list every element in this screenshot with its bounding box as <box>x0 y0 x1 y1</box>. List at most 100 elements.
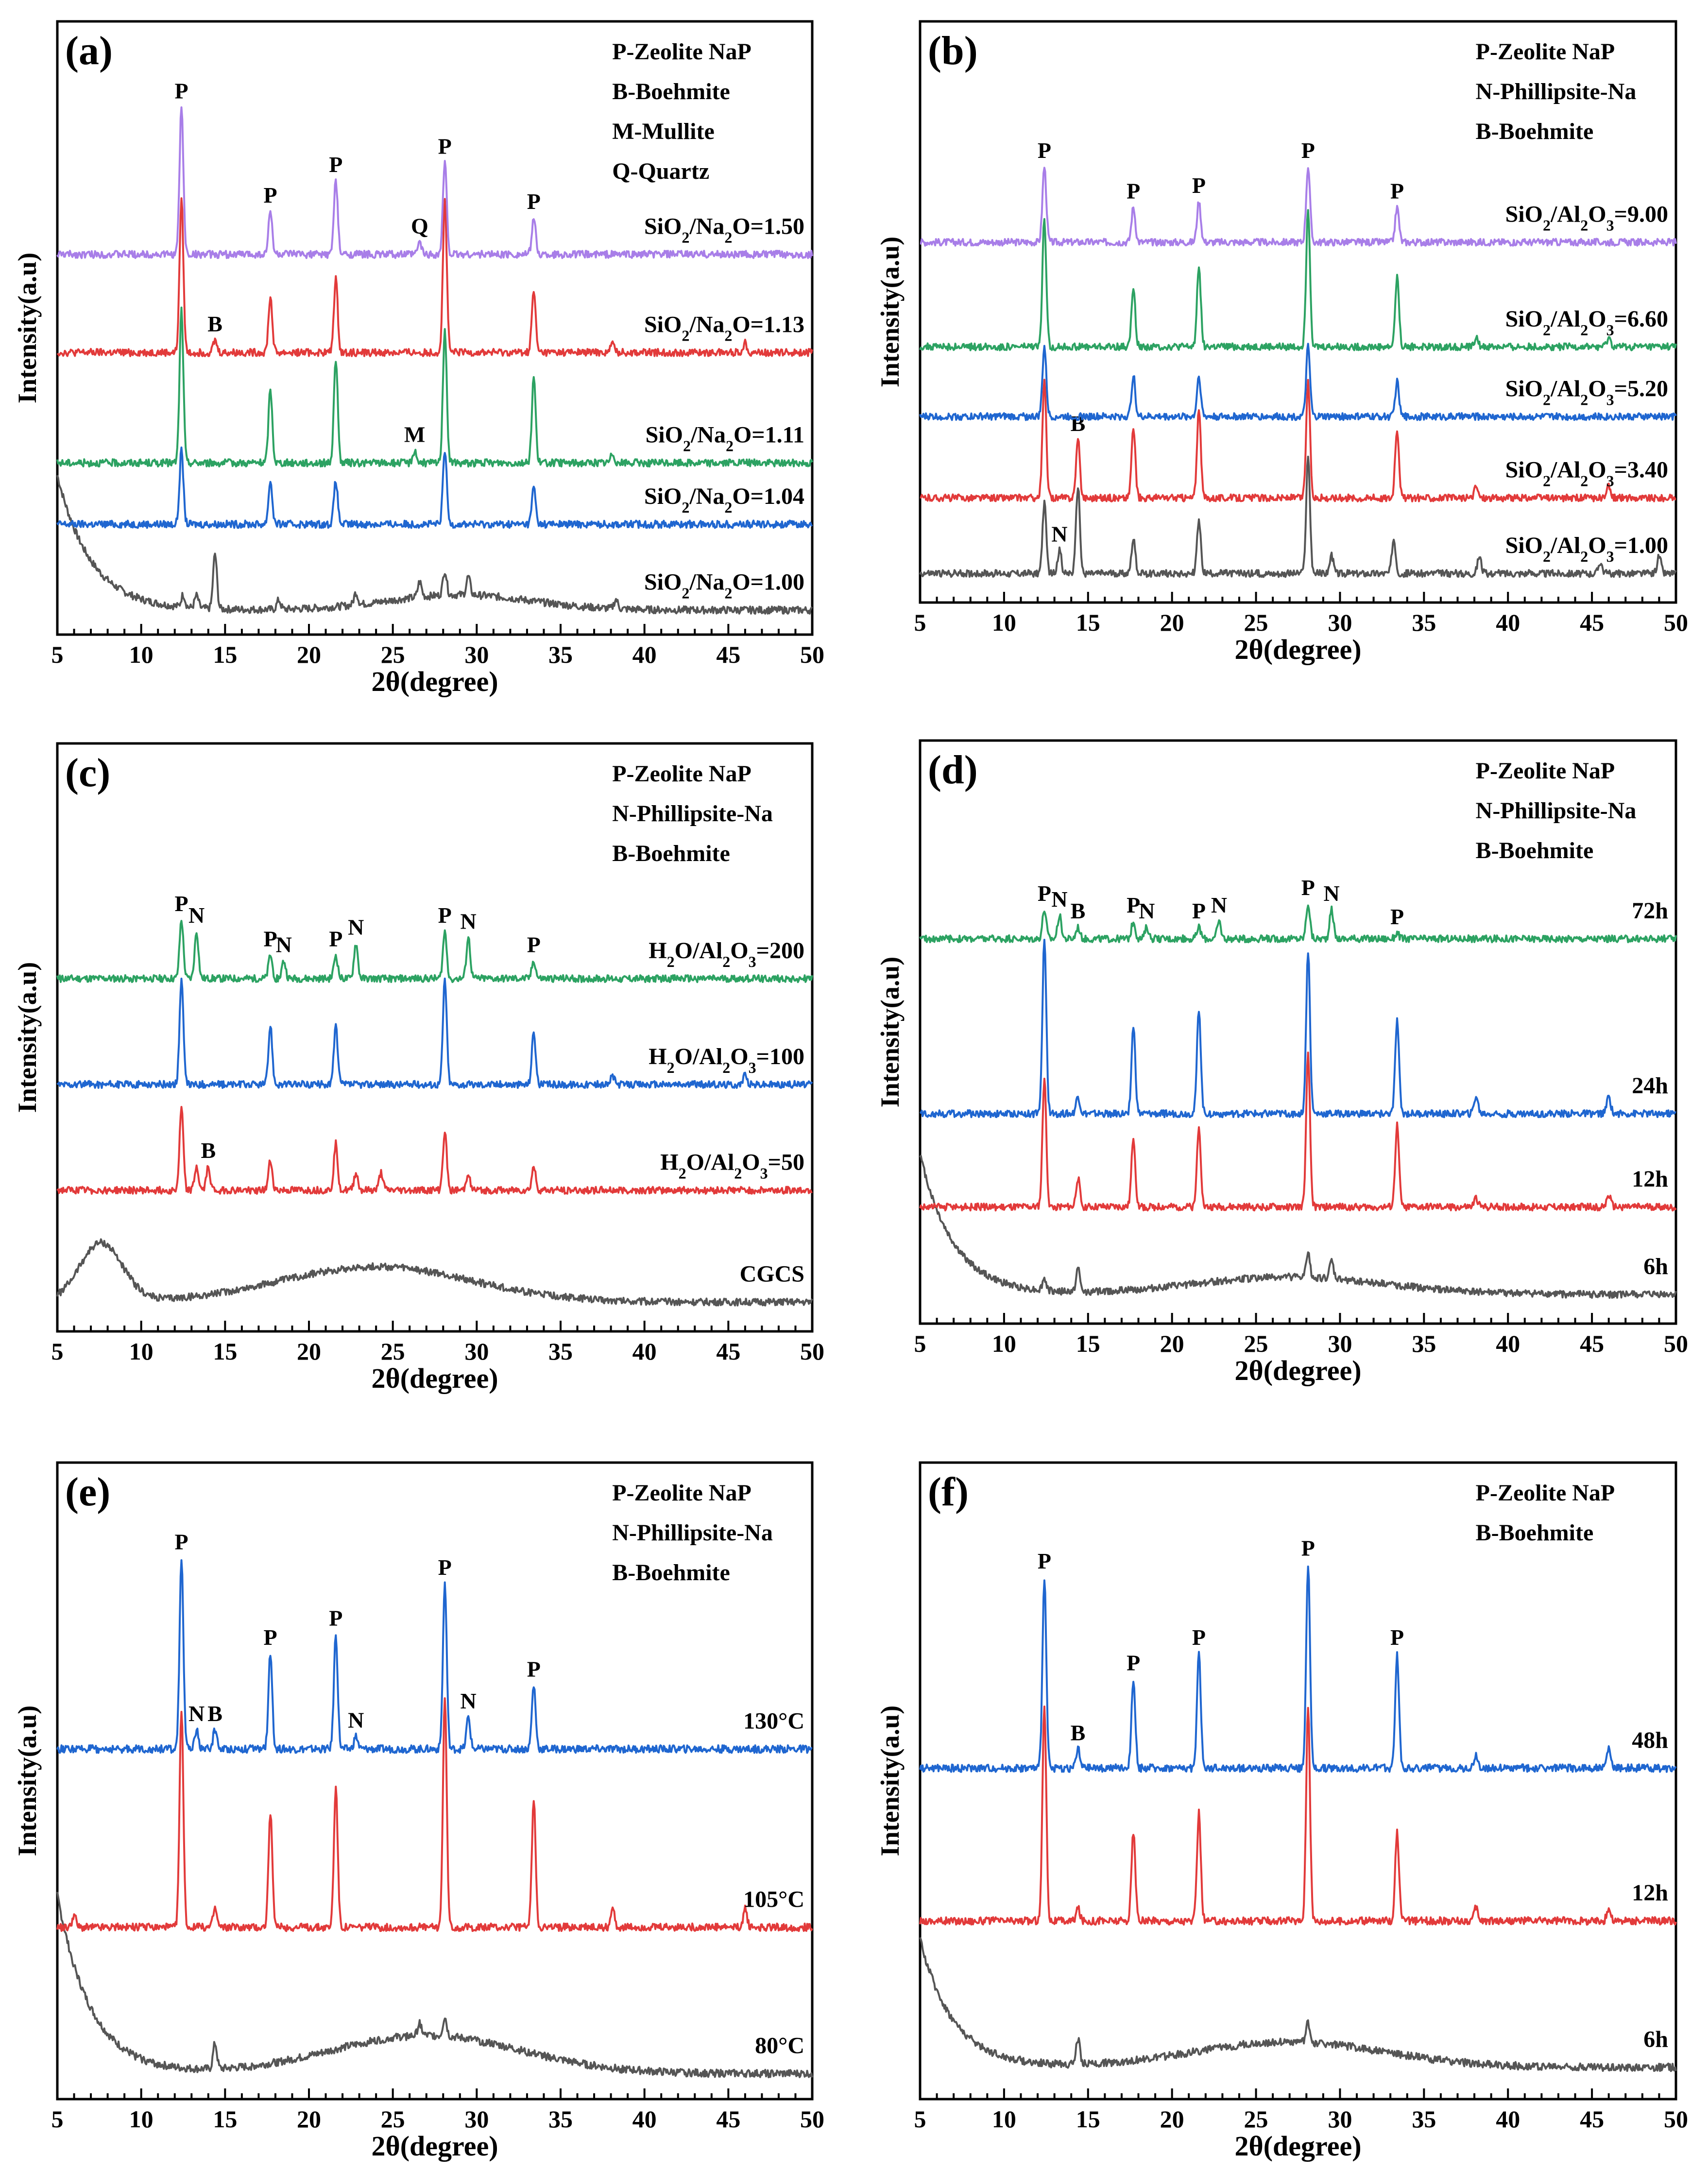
x-axis-title: 2θ(degree) <box>371 1362 498 1394</box>
x-tick-label: 15 <box>213 641 237 668</box>
xrd-series-line <box>919 939 1676 1119</box>
peak-label: P <box>329 927 342 951</box>
xrd-series-line <box>919 1052 1677 1212</box>
series-label-part: SiO <box>644 483 682 509</box>
series-label: SiO2/Na2O=1.13 <box>644 311 804 344</box>
x-tick-label: 35 <box>1412 2105 1436 2133</box>
phase-legend-entry: B-Boehmite <box>1476 119 1594 144</box>
series-label-part: 48h <box>1632 1727 1668 1753</box>
x-tick-label: 25 <box>381 2105 405 2133</box>
peak-label: P <box>1192 898 1206 923</box>
series-label: 72h <box>1632 898 1668 924</box>
peak-label: P <box>438 134 452 158</box>
phase-legend-entry: N-Phillipsite-Na <box>1476 798 1637 824</box>
x-tick-label: 35 <box>548 2105 573 2133</box>
series-label-part: 72h <box>1632 898 1668 924</box>
peak-label: P <box>527 932 541 957</box>
x-tick-label: 45 <box>716 1338 740 1365</box>
series-label-part: O=1.13 <box>732 311 804 337</box>
xrd-series-line <box>56 1559 813 1754</box>
xrd-series-line <box>56 475 813 615</box>
series-label-subscript: 2 <box>1580 216 1588 234</box>
peak-label: P <box>329 152 342 177</box>
series-label-part: O <box>1588 457 1606 483</box>
peak-label: P <box>1038 881 1051 906</box>
series-label-part: /Al <box>1550 533 1580 558</box>
x-tick-label: 10 <box>992 1330 1016 1357</box>
series-label-part: /Na <box>689 214 724 240</box>
xrd-series-line <box>56 106 813 259</box>
x-tick-label: 25 <box>1244 1330 1268 1357</box>
x-axis-title: 2θ(degree) <box>1234 1355 1361 1386</box>
series-label-part: =5.20 <box>1614 376 1668 401</box>
x-tick-label: 40 <box>1496 1330 1520 1357</box>
series-label-part: =9.00 <box>1614 201 1668 227</box>
xrd-series-line <box>919 1155 1677 1299</box>
plot-frame <box>919 739 1677 1325</box>
peak-label: B <box>207 1701 222 1726</box>
series-label-part: /Na <box>690 422 726 448</box>
peak-label: N <box>460 909 476 933</box>
xrd-series-line <box>919 209 1677 351</box>
series-label-part: SiO <box>644 311 682 337</box>
peak-label: N <box>1324 881 1340 906</box>
series-label-part: O/Al <box>675 1044 723 1069</box>
peak-label: P <box>1192 1625 1206 1650</box>
x-tick-label: 5 <box>914 1330 926 1357</box>
y-axis-title: Intensity(a.u) <box>875 237 905 388</box>
series-label-part: O=1.04 <box>732 483 804 509</box>
series-label-part: 80°C <box>755 2033 804 2059</box>
series-label-part: 6h <box>1643 2027 1668 2052</box>
x-tick-label: 50 <box>1664 1330 1688 1357</box>
series-label: H2O/Al2O3=50 <box>660 1150 804 1182</box>
series-label-part: =1.00 <box>1614 533 1668 558</box>
x-tick-label: 45 <box>716 2105 740 2133</box>
series-label-part: =3.40 <box>1614 457 1668 483</box>
panel-label: (b) <box>928 28 978 73</box>
xrd-panel-d: 5 10 15 20 25 30 35 40 45 50 2θ(degree) Intensity(a… <box>875 739 1688 1386</box>
x-tick-label: 50 <box>800 2105 824 2133</box>
series-label-part: SiO <box>646 422 683 448</box>
xrd-series-line <box>919 1565 1677 1773</box>
phase-legend-entry: M-Mullite <box>612 119 715 144</box>
peak-label: P <box>1301 1536 1315 1561</box>
series-label-part: SiO <box>644 214 682 240</box>
series-label-part: 130°C <box>743 1708 804 1734</box>
x-tick-label: 50 <box>800 1338 824 1365</box>
series-label-part: SiO <box>1505 306 1543 332</box>
y-axis-title: Intensity(a.u) <box>13 1706 42 1857</box>
panel-label: (a) <box>65 28 113 73</box>
series-label-part: SiO <box>644 569 682 595</box>
peak-label: P <box>264 927 277 951</box>
phase-legend-entry: P-Zeolite NaP <box>1476 39 1615 65</box>
x-tick-label: 30 <box>464 2105 489 2133</box>
series-label-part: =200 <box>756 938 804 964</box>
series-label-part: 6h <box>1643 1254 1668 1279</box>
peak-label: M <box>404 422 425 447</box>
series-label-subscript: 2 <box>667 953 675 970</box>
x-tick-label: 40 <box>632 2105 657 2133</box>
series-label-part: O=1.11 <box>734 422 804 448</box>
x-tick-label: 10 <box>129 641 154 668</box>
series-label-part: 12h <box>1632 1166 1668 1192</box>
series-label-part: H <box>649 938 666 964</box>
series-label-part: SiO <box>1505 457 1543 483</box>
series-label-subscript: 2 <box>1580 321 1588 339</box>
peak-label: P <box>174 1530 188 1554</box>
peak-label: N <box>460 1689 476 1713</box>
series-label-subscript: 2 <box>724 499 732 516</box>
x-tick-label: 45 <box>1580 609 1604 636</box>
peak-label: P <box>1038 138 1051 163</box>
x-tick-label: 10 <box>992 609 1016 636</box>
series-label: 80°C <box>755 2033 804 2059</box>
peak-label: N <box>348 914 364 939</box>
x-tick-label: 30 <box>1328 609 1352 636</box>
x-tick-label: 35 <box>1412 609 1436 636</box>
peak-label: P <box>1192 173 1206 198</box>
x-tick-label: 20 <box>1160 609 1184 636</box>
x-tick-label: 25 <box>381 1338 405 1365</box>
x-tick-label: 15 <box>213 2105 237 2133</box>
xrd-series-line <box>919 343 1677 421</box>
peak-label: N <box>188 1701 205 1726</box>
series-label-part: O <box>730 1044 748 1069</box>
